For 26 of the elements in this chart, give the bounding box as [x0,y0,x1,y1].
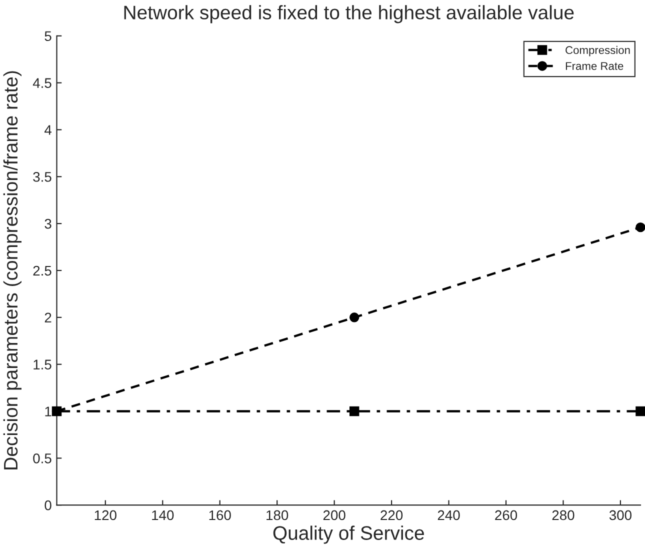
legend-label: Compression [566,46,630,56]
y-tick-label: 1.5 [34,360,52,370]
y-tick-label: 0 [44,500,52,510]
x-tick-label: 300 [609,510,632,520]
chart-title: Network speed is fixed to the highest available value [124,5,574,24]
x-tick-label: 280 [552,510,574,520]
x-tick-label: 140 [152,510,174,520]
x-axis-title: Quality of Service [273,526,424,544]
y-tick-label: 4.5 [32,78,52,88]
y-axis-title: Decision parameters (compression/frame rate) [3,71,22,470]
legend-label: Frame Rate [566,62,624,70]
x-tick-label: 240 [438,510,460,520]
x-tick-label: 200 [323,510,346,520]
x-tick-label: 220 [380,510,403,520]
x-tick-label: 180 [266,510,288,520]
y-tick-label: 3 [44,218,52,229]
x-tick-label: 160 [209,510,231,520]
y-tick-label: 5 [44,31,52,42]
y-tick-label: 2 [44,312,52,322]
x-tick-label: 120 [94,510,116,520]
y-tick-label: 1 [45,406,52,416]
x-tick-label: 260 [495,510,518,520]
y-tick-label: 4 [44,125,52,135]
y-tick-label: 2.5 [33,266,52,276]
y-tick-label: 0.5 [33,453,52,464]
y-tick-label: 3.5 [33,172,52,182]
